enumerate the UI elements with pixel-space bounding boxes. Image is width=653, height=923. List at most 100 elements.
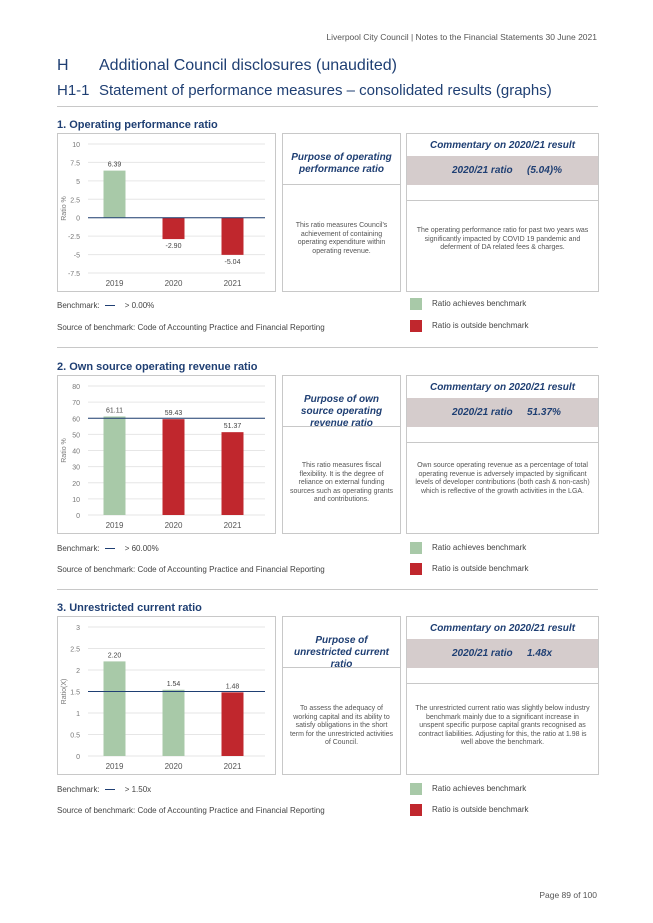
purpose-3-divider: [283, 667, 400, 668]
commentary-2-divider: [407, 442, 598, 443]
data-label: 61.11: [106, 407, 123, 414]
commentary-1-divider: [407, 200, 598, 201]
y-tick-label: 2: [76, 668, 80, 675]
bar-2021: [221, 217, 244, 255]
data-label: 1.54: [167, 681, 181, 688]
benchmark-3: Benchmark: > 1.50x: [57, 785, 151, 794]
commentary-2-panel: Commentary on 2020/21 result 2020/21 rat…: [406, 375, 599, 534]
benchmark-line-icon: [104, 548, 115, 550]
y-tick-label: 50: [72, 432, 80, 439]
commentary-1-ratio-value: (5.04)%: [527, 165, 563, 176]
y-tick-label: 5: [76, 179, 80, 186]
chart-2: 80 70 60 50 40 30 20 10 0 Ratio % 61.11 2019 59.43 20…: [61, 384, 265, 530]
subsection-number: H1-1: [57, 82, 90, 99]
commentary-3-panel: Commentary on 2020/21 result 2020/21 rat…: [406, 616, 599, 775]
y-tick-label: 7.5: [70, 160, 80, 167]
y-tick-label: 2.5: [70, 197, 80, 204]
chart-1: 10 7.5 5 2.5 0 -2.5 -5 -7.5 Ratio % 6.39 2019 -2.90…: [61, 142, 265, 288]
commentary-1-title: Commentary on 2020/21 result: [429, 140, 576, 151]
benchmark-3-value: > 1.50x: [124, 785, 152, 794]
x-tick-label: 2021: [224, 279, 242, 288]
green-swatch-icon: [410, 298, 422, 310]
benchmark-1-value: > 0.00%: [124, 301, 155, 310]
red-swatch-icon: [410, 563, 422, 575]
x-tick-label: 2021: [224, 521, 242, 530]
section-letter: H: [57, 57, 69, 74]
x-tick-label: 2020: [165, 521, 183, 530]
y-tick-label: 0: [76, 754, 80, 761]
purpose-1-divider: [283, 184, 400, 185]
y-tick-label: -7.5: [68, 271, 80, 278]
y-tick-label: 0: [76, 513, 80, 520]
benchmark-2: Benchmark: > 60.00%: [57, 544, 159, 553]
benchmark-1-label: Benchmark:: [57, 301, 100, 310]
data-label: 1.48: [226, 683, 240, 690]
purpose-3-title: Purpose of unrestricted current ratio: [293, 635, 390, 670]
page-number: Page 89 of 100: [539, 890, 597, 900]
commentary-1-ratio-band: 2020/21 ratio (5.04)%: [407, 156, 598, 185]
legend-2-outside-label: Ratio is outside benchmark: [432, 564, 529, 574]
section-title: Additional Council disclosures (unaudite…: [99, 57, 397, 74]
data-label: 2.20: [108, 652, 122, 659]
commentary-3-text: The unrestricted current ratio was sligh…: [415, 705, 590, 747]
commentary-3-ratio-band: 2020/21 ratio 1.48x: [407, 639, 598, 668]
x-tick-label: 2019: [106, 279, 124, 288]
bar-2021: [221, 692, 244, 756]
section-1-title: 1. Operating performance ratio: [57, 119, 218, 131]
section-3-title: 3. Unrestricted current ratio: [57, 602, 202, 614]
legend-3-achieves-label: Ratio achieves benchmark: [432, 784, 527, 794]
purpose-1-title: Purpose of operating performance ratio: [291, 152, 392, 175]
benchmark-1: Benchmark: > 0.00%: [57, 301, 154, 310]
commentary-1-panel: Commentary on 2020/21 result 2020/21 rat…: [406, 133, 599, 292]
y-tick-label: 10: [72, 497, 80, 504]
purpose-2-text: This ratio measures fiscal flexibility. …: [289, 462, 394, 504]
green-swatch-icon: [410, 542, 422, 554]
commentary-2-title: Commentary on 2020/21 result: [429, 382, 576, 393]
section-2-title: 2. Own source operating revenue ratio: [57, 361, 258, 373]
y-tick-label: -2.5: [68, 234, 80, 241]
y-tick-label: 2.5: [70, 647, 80, 654]
benchmark-line-icon: [104, 789, 115, 791]
data-label: -2.90: [166, 243, 182, 250]
legend-2-achieves: Ratio achieves benchmark: [410, 542, 526, 554]
commentary-1-text: The operating performance ratio for past…: [416, 227, 589, 252]
benchmark-2-value: > 60.00%: [124, 544, 159, 553]
y-axis-label: Ratio(X): [61, 679, 68, 705]
commentary-1-ratio-label: 2020/21 ratio: [452, 165, 513, 176]
chart-1-panel: 10 7.5 5 2.5 0 -2.5 -5 -7.5 Ratio % 6.39 2019 -2.90…: [57, 133, 276, 292]
y-tick-label: 60: [72, 416, 80, 423]
purpose-2-panel: Purpose of own source operating revenue …: [282, 375, 401, 534]
legend-1-achieves: Ratio achieves benchmark: [410, 298, 526, 310]
data-label: 51.37: [224, 423, 242, 430]
y-tick-label: 1: [76, 711, 80, 718]
commentary-2-ratio-band: 2020/21 ratio 51.37%: [407, 398, 598, 427]
data-label: -5.04: [225, 259, 241, 266]
x-tick-label: 2021: [224, 762, 242, 771]
legend-1-outside: Ratio is outside benchmark: [410, 320, 529, 332]
legend-1-outside-label: Ratio is outside benchmark: [432, 321, 529, 331]
legend-3-outside-label: Ratio is outside benchmark: [432, 805, 529, 815]
source-3: Source of benchmark: Code of Accounting …: [57, 806, 325, 815]
y-tick-label: 30: [72, 465, 80, 472]
bar-2019: [103, 416, 126, 515]
data-label: 6.39: [108, 162, 122, 169]
green-swatch-icon: [410, 783, 422, 795]
y-tick-label: 20: [72, 481, 80, 488]
x-tick-label: 2020: [165, 279, 183, 288]
x-tick-label: 2020: [165, 762, 183, 771]
commentary-3-ratio-label: 2020/21 ratio: [452, 648, 513, 659]
legend-1-achieves-label: Ratio achieves benchmark: [432, 299, 527, 309]
chart-3: 3 2.5 2 1.5 1 0.5 0 Ratio(X) 2.20 2019 1.54 2020 1.4…: [61, 625, 265, 771]
bar-2020: [162, 419, 185, 515]
bar-2021: [221, 432, 244, 515]
y-tick-label: 40: [72, 449, 80, 456]
y-axis-label: Ratio %: [61, 196, 68, 221]
commentary-2-text: Own source operating revenue as a percen…: [415, 462, 590, 495]
y-tick-label: 70: [72, 400, 80, 407]
subsection-title: Statement of performance measures – cons…: [99, 82, 552, 99]
x-tick-label: 2019: [106, 762, 124, 771]
purpose-2-divider: [283, 426, 400, 427]
benchmark-2-label: Benchmark:: [57, 544, 100, 553]
purpose-3-text: To assess the adequacy of working capita…: [289, 705, 394, 747]
legend-3-outside: Ratio is outside benchmark: [410, 804, 529, 816]
